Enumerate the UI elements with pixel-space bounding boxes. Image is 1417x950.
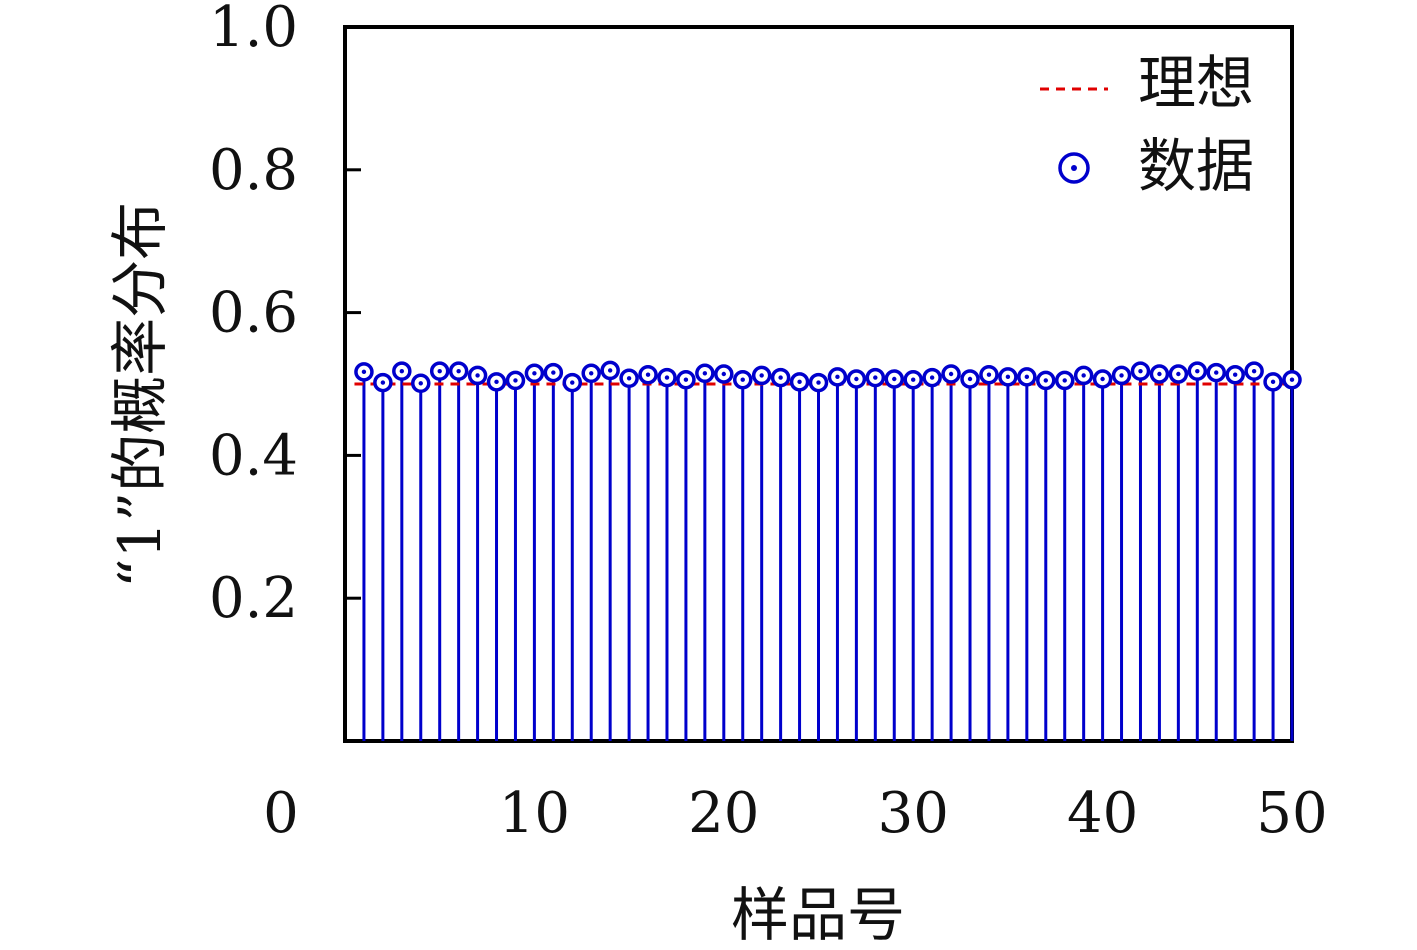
data-point-dot (1270, 379, 1276, 385)
data-point-dot (380, 380, 386, 385)
data-point-dot (1062, 378, 1067, 383)
legend-data-swatch-dot (1071, 165, 1077, 171)
data-point-dot (967, 376, 973, 382)
y-tick-label: 0.8 (209, 138, 298, 203)
data-point-dot (986, 372, 992, 377)
data-point-dot (778, 375, 783, 380)
x-tick-label: 10 (499, 781, 570, 846)
data-point-dot (589, 371, 594, 376)
data-point-dot (607, 368, 613, 373)
x-axis-label: 样品号 (731, 881, 905, 949)
data-point-dot (835, 374, 840, 380)
stems-group (362, 378, 1294, 741)
data-point-dot (911, 377, 916, 382)
data-point-dot (759, 373, 764, 378)
data-point-dot (664, 375, 670, 380)
data-point-dot (1195, 368, 1200, 374)
data-point-dot (1289, 377, 1295, 382)
data-point-dot (1043, 378, 1048, 383)
data-point-dot (1157, 371, 1162, 377)
y-tick-label: 0.6 (209, 281, 298, 346)
data-point-dot (1251, 368, 1257, 374)
data-point-dot (1214, 370, 1219, 375)
data-point-dot (399, 368, 405, 374)
data-point-dot (740, 377, 745, 382)
data-point-dot (816, 380, 821, 385)
data-point-dot (1024, 374, 1030, 380)
x-tick-label: 40 (1067, 781, 1138, 846)
data-point-dot (1100, 376, 1105, 382)
data-point-dot (948, 371, 954, 377)
data-point-dot (494, 379, 499, 385)
x-tick-label: 30 (878, 781, 949, 846)
data-point-dot (361, 369, 367, 375)
y-tick-label: 0.2 (209, 566, 298, 631)
data-point-dot (683, 377, 689, 382)
data-point-dot (1119, 373, 1124, 378)
data-point-dot (532, 371, 537, 376)
y-axis-ticks: 0.2 0.4 0.6 0.8 1.0 (209, 0, 361, 631)
x-tick-label: 0 (263, 781, 299, 846)
legend-data-label: 数据 (1138, 132, 1254, 200)
data-point-dot (929, 375, 935, 380)
data-point-dot (418, 381, 423, 386)
data-point-dot (1005, 374, 1011, 380)
data-point-dot (551, 370, 556, 375)
data-point-dot (873, 375, 878, 380)
legend-ideal-label: 理想 (1138, 49, 1254, 117)
y-axis-label: “1”的概率分布 (106, 202, 174, 588)
data-point-dot (645, 372, 651, 377)
y-tick-label: 0.4 (209, 423, 298, 488)
data-point-dot (892, 376, 897, 382)
data-point-dot (570, 380, 575, 385)
data-point-dot (1081, 373, 1086, 378)
data-point-dot (626, 376, 632, 381)
data-point-dot (702, 371, 708, 376)
data-point-dot (1176, 371, 1181, 377)
data-point-dot (854, 376, 859, 382)
legend: 理想 数据 (1040, 49, 1254, 200)
data-point-dot (1138, 368, 1143, 374)
x-axis-ticks: 0 10 20 30 40 50 (263, 781, 1327, 846)
data-point-dot (513, 378, 518, 383)
markers-group (354, 360, 1302, 394)
x-tick-label: 20 (688, 781, 759, 846)
data-point-dot (721, 371, 726, 377)
data-point-dot (456, 368, 461, 374)
y-tick-label: 1.0 (209, 0, 298, 60)
data-point-dot (797, 379, 802, 385)
data-point-dot (1232, 372, 1238, 377)
data-point-dot (437, 368, 442, 374)
data-point-dot (475, 373, 480, 378)
x-tick-label: 50 (1256, 781, 1327, 846)
